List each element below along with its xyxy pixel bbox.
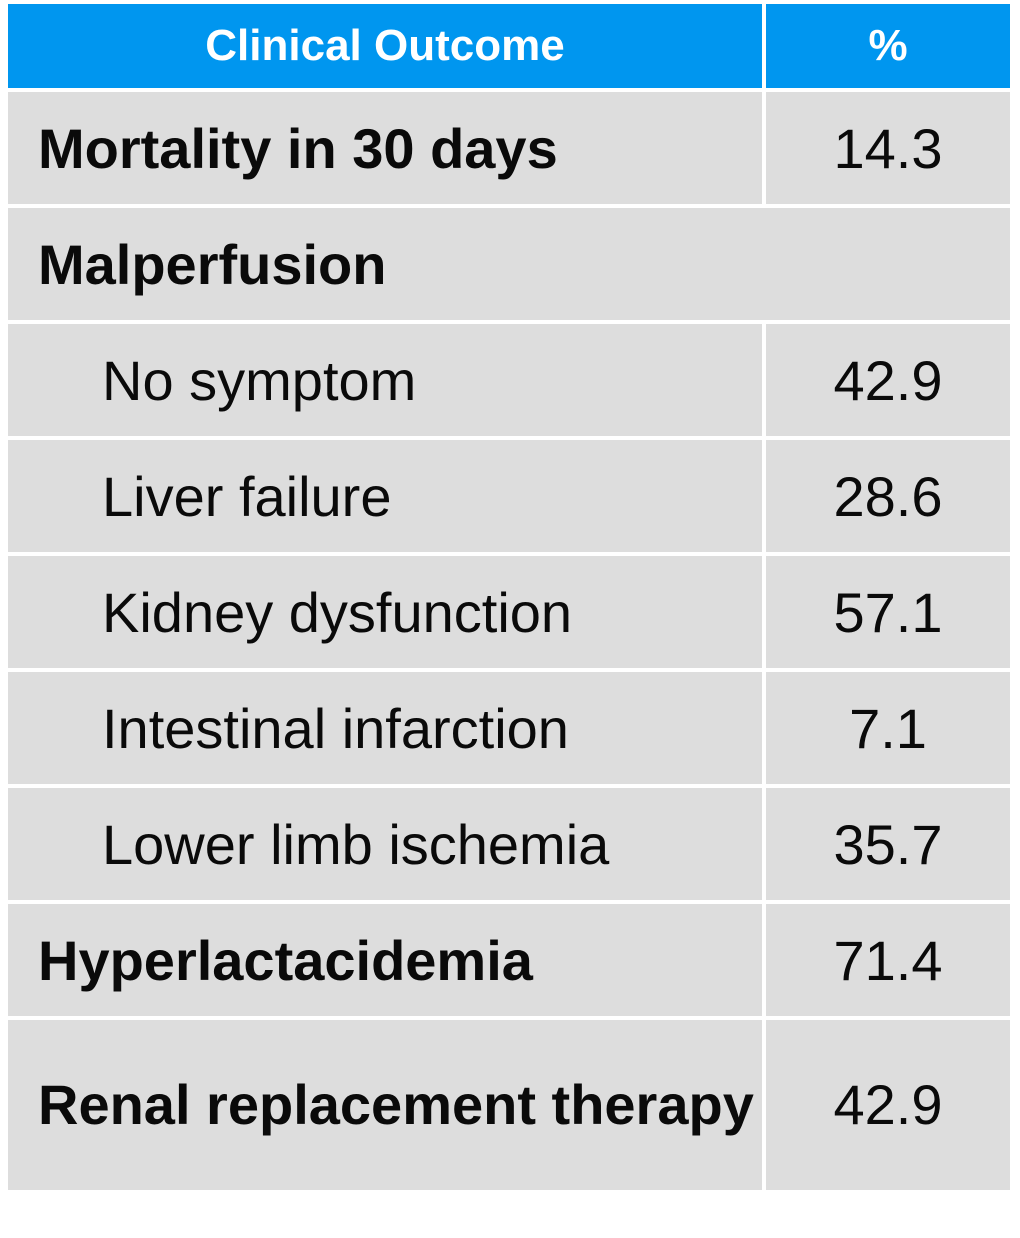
row-label: No symptom (8, 324, 762, 436)
row-label: Mortality in 30 days (8, 92, 762, 204)
table-row: Mortality in 30 days 14.3 (8, 92, 1010, 204)
clinical-outcome-table: Clinical Outcome % Mortality in 30 days … (4, 0, 1014, 1194)
table-row: Liver failure 28.6 (8, 440, 1010, 552)
table-row: Renal replacement therapy 42.9 (8, 1020, 1010, 1190)
row-value: 71.4 (766, 904, 1010, 1016)
header-clinical-outcome: Clinical Outcome (8, 4, 762, 88)
row-value: 57.1 (766, 556, 1010, 668)
row-value: 42.9 (766, 324, 1010, 436)
table-row: No symptom 42.9 (8, 324, 1010, 436)
row-value: 28.6 (766, 440, 1010, 552)
row-label: Malperfusion (8, 208, 1010, 320)
header-row: Clinical Outcome % (8, 4, 1010, 88)
table-row: Hyperlactacidemia 71.4 (8, 904, 1010, 1016)
row-label: Lower limb ischemia (8, 788, 762, 900)
row-label: Renal replacement therapy (8, 1020, 762, 1190)
row-label: Liver failure (8, 440, 762, 552)
row-label: Kidney dysfunction (8, 556, 762, 668)
row-value: 7.1 (766, 672, 1010, 784)
table-row: Malperfusion (8, 208, 1010, 320)
table-row: Lower limb ischemia 35.7 (8, 788, 1010, 900)
row-label: Intestinal infarction (8, 672, 762, 784)
row-label: Hyperlactacidemia (8, 904, 762, 1016)
row-value: 35.7 (766, 788, 1010, 900)
table-row: Intestinal infarction 7.1 (8, 672, 1010, 784)
table-row: Kidney dysfunction 57.1 (8, 556, 1010, 668)
row-value: 42.9 (766, 1020, 1010, 1190)
header-percent: % (766, 4, 1010, 88)
row-value: 14.3 (766, 92, 1010, 204)
